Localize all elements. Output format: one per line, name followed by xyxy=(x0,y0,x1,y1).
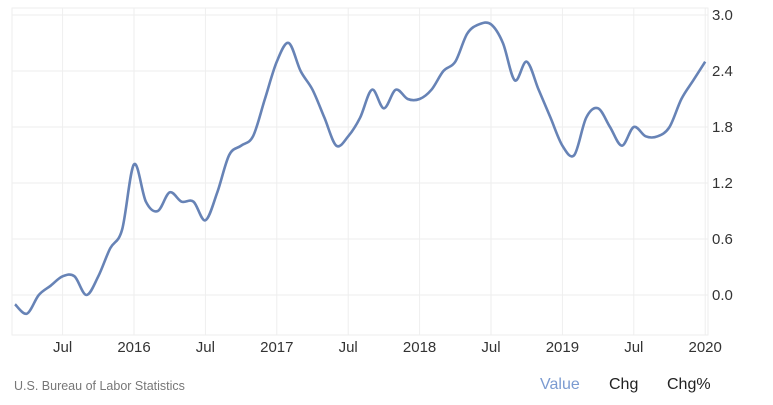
x-tick-label: 2019 xyxy=(546,339,579,356)
line-chart: 0.0 0.6 1.2 1.8 2.4 3.0 Jul 2016 Jul 2017 Jul 2018 J… xyxy=(11,7,733,356)
x-tick-label: 2020 xyxy=(689,339,722,356)
y-tick-label: 3.0 xyxy=(712,7,733,24)
y-tick-label: 0.6 xyxy=(712,231,733,248)
x-tick-label: Jul xyxy=(624,339,643,356)
x-tick-label: Jul xyxy=(53,339,72,356)
x-tick-label: 2016 xyxy=(117,339,150,356)
series-line-value xyxy=(14,21,707,316)
y-tick-label: 2.4 xyxy=(712,63,733,80)
source-label: U.S. Bureau of Labor Statistics xyxy=(14,379,185,393)
value-button[interactable]: Value xyxy=(540,376,580,393)
chg-button[interactable]: Chg xyxy=(609,376,639,393)
y-tick-label: 0.0 xyxy=(712,287,733,304)
chg-percent-button[interactable]: Chg% xyxy=(667,376,711,393)
x-tick-label: Jul xyxy=(196,339,215,356)
x-tick-label: 2017 xyxy=(260,339,293,356)
x-tick-label: 2018 xyxy=(403,339,436,356)
plot-area xyxy=(11,7,709,336)
x-tick-label: Jul xyxy=(339,339,358,356)
x-tick-label: Jul xyxy=(481,339,500,356)
y-tick-label: 1.8 xyxy=(712,119,733,136)
y-tick-label: 1.2 xyxy=(712,175,733,192)
